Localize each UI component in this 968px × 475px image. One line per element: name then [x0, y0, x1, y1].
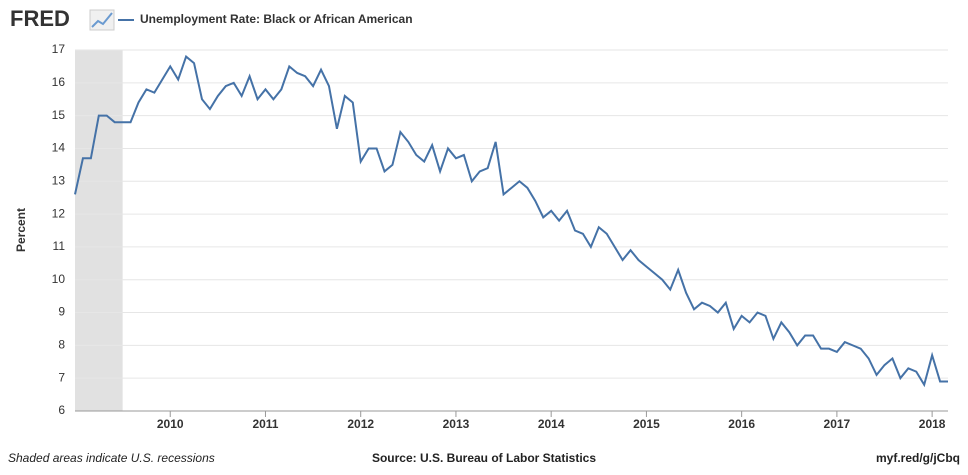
y-tick-label: 17: [52, 42, 66, 56]
x-tick-label: 2014: [538, 417, 565, 431]
y-tick-label: 9: [58, 305, 65, 319]
y-tick-label: 7: [58, 370, 65, 384]
footer-link: myf.red/g/jCbq: [876, 451, 960, 465]
x-tick-label: 2010: [157, 417, 184, 431]
x-tick-label: 2017: [824, 417, 851, 431]
x-tick-label: 2012: [347, 417, 374, 431]
footer-note: Shaded areas indicate U.S. recessions: [8, 451, 215, 465]
y-tick-label: 14: [52, 141, 66, 155]
y-tick-label: 6: [58, 403, 65, 417]
y-tick-label: 13: [52, 173, 66, 187]
recession-band: [75, 50, 123, 411]
data-line: [74, 54, 948, 388]
y-tick-label: 11: [53, 239, 66, 253]
y-axis-label: Percent: [14, 208, 28, 252]
logo-icon: [89, 9, 115, 31]
y-tick-label: 15: [52, 108, 66, 122]
x-tick-label: 2015: [633, 417, 660, 431]
x-tick-label: 2013: [443, 417, 470, 431]
y-tick-label: 16: [52, 75, 66, 89]
footer-source: Source: U.S. Bureau of Labor Statistics: [372, 451, 596, 465]
x-tick-label: 2018: [919, 417, 946, 431]
x-tick-label: 2016: [728, 417, 755, 431]
y-tick-label: 8: [58, 338, 65, 352]
y-tick-label: 12: [52, 206, 66, 220]
y-tick-label: 10: [52, 272, 66, 286]
legend-label: Unemployment Rate: Black or African Amer…: [140, 12, 413, 26]
x-tick-label: 2011: [252, 417, 278, 431]
logo: FRED: [10, 6, 70, 31]
